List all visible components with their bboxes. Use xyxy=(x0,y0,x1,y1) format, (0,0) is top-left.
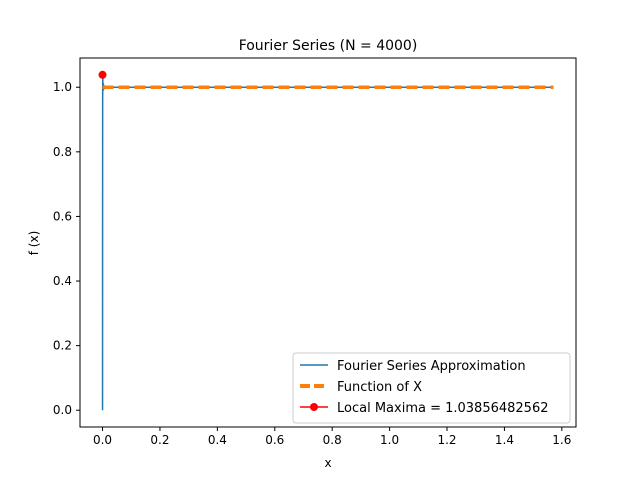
x-tick-label: 0.0 xyxy=(93,433,112,447)
legend-marker-local-maxima xyxy=(310,403,318,411)
x-tick-label: 1.0 xyxy=(380,433,399,447)
legend: Fourier Series Approximation Function of… xyxy=(292,352,571,424)
y-tick-label: 0.2 xyxy=(53,339,72,353)
x-axis: 0.0 0.2 0.4 0.6 0.8 1.0 1.2 1.4 1.6 xyxy=(93,427,571,447)
y-tick-label: 0.0 xyxy=(53,403,72,417)
legend-label-function-of-x: Function of X xyxy=(337,380,422,395)
legend-label-fourier-approximation: Fourier Series Approximation xyxy=(337,359,526,374)
plot-frame xyxy=(79,57,577,428)
series-layer xyxy=(98,70,554,411)
x-tick-label: 0.4 xyxy=(208,433,227,447)
y-tick-label: 1.0 xyxy=(53,80,72,94)
local-maximum-point xyxy=(98,70,107,79)
x-axis-label: x xyxy=(324,456,331,470)
x-tick-label: 0.6 xyxy=(265,433,284,447)
y-tick-label: 0.6 xyxy=(53,209,72,223)
y-tick-label: 0.4 xyxy=(53,274,72,288)
x-tick-label: 1.4 xyxy=(495,433,514,447)
x-tick-label: 0.8 xyxy=(323,433,342,447)
x-tick-label: 1.2 xyxy=(437,433,456,447)
y-axis-label: f (x) xyxy=(27,231,41,256)
y-axis: 0.0 0.2 0.4 0.6 0.8 1.0 xyxy=(53,80,80,417)
chart-title: Fourier Series (N = 4000) xyxy=(239,38,418,54)
legend-label-local-maxima: Local Maxima = 1.03856482562 xyxy=(337,401,549,416)
legend-box xyxy=(292,352,571,424)
series-line-fourier-approximation xyxy=(101,74,554,411)
x-tick-label: 0.2 xyxy=(150,433,169,447)
y-tick-label: 0.8 xyxy=(53,145,72,159)
x-tick-label: 1.6 xyxy=(552,433,571,447)
